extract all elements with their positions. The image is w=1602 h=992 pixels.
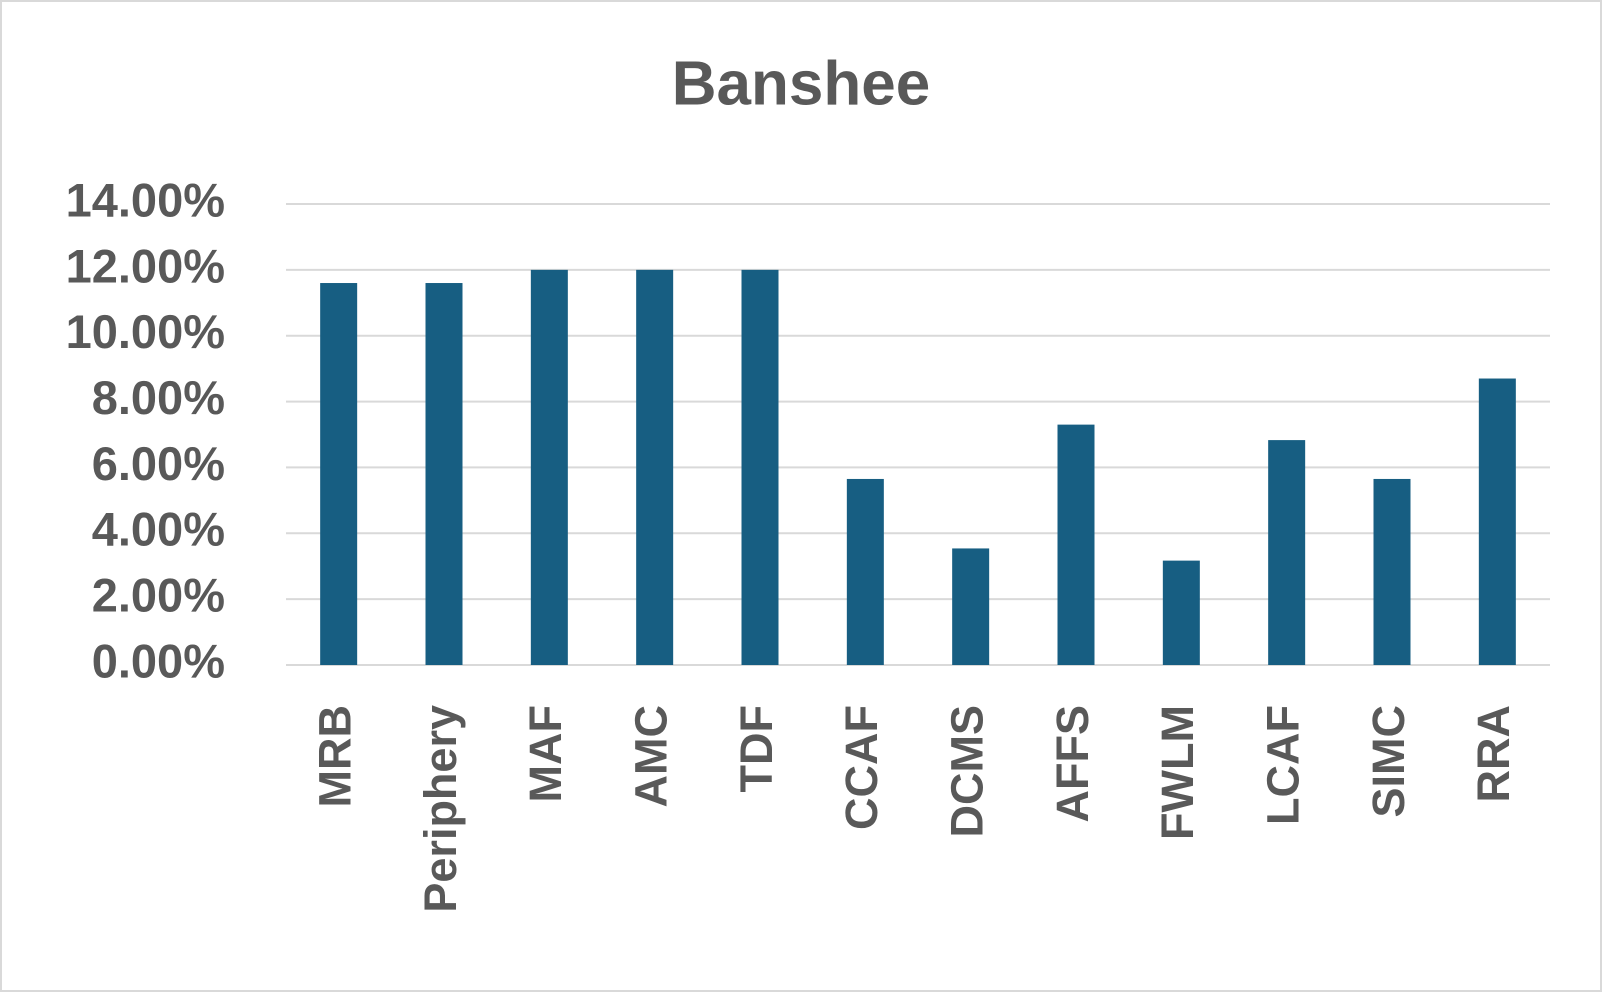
x-tick-label: AMC [626, 705, 677, 807]
y-tick-label: 4.00% [92, 503, 225, 556]
x-tick-label: SIMC [1363, 705, 1414, 818]
y-tick-label: 8.00% [92, 371, 225, 424]
bar [1478, 378, 1516, 665]
bar [846, 478, 884, 665]
bar [530, 269, 568, 665]
y-tick-label: 10.00% [66, 305, 225, 358]
x-tick-label: TDF [731, 705, 782, 792]
bar [1268, 440, 1306, 665]
bar [952, 548, 990, 665]
x-tick-label: FWLM [1152, 705, 1203, 840]
x-tick-label: MAF [520, 705, 571, 802]
chart-title: Banshee [672, 49, 930, 118]
x-tick-label: RRA [1468, 705, 1519, 803]
x-tick-label: CCAF [836, 705, 887, 830]
y-tick-label: 14.00% [66, 173, 225, 226]
bar [320, 283, 358, 665]
bar [741, 269, 779, 665]
x-tick-label: DCMS [942, 705, 993, 838]
x-tick-label: MRB [310, 705, 361, 807]
x-tick-label: AFFS [1047, 705, 1098, 823]
y-tick-label: 2.00% [92, 569, 225, 622]
bar [1373, 478, 1411, 665]
x-tick-label: LCAF [1258, 705, 1309, 825]
bar [636, 269, 674, 665]
y-tick-label: 0.00% [92, 634, 225, 687]
bar [425, 283, 463, 665]
bar [1162, 560, 1200, 665]
bar [1057, 424, 1095, 665]
y-tick-label: 6.00% [92, 437, 225, 490]
x-tick-label: Periphery [415, 705, 466, 913]
y-tick-label: 12.00% [66, 239, 225, 292]
